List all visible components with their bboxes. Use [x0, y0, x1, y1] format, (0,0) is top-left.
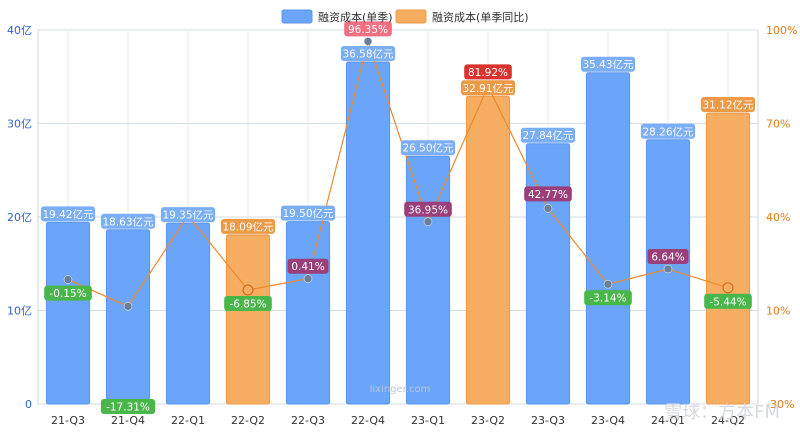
- right-axis-tick-label: 40%: [766, 211, 790, 224]
- yoy-value-label-text: 42.77%: [528, 189, 568, 201]
- yoy-value-label: -0.15%: [44, 286, 92, 301]
- right-axis-tick-label: 70%: [766, 118, 790, 131]
- bar-value-label-text: 26.50亿元: [402, 142, 454, 155]
- line-point: [664, 265, 672, 273]
- yoy-value-label-text: 81.92%: [468, 67, 508, 79]
- legend-swatch: [282, 10, 312, 23]
- bar-value-label: 26.50亿元: [401, 140, 455, 155]
- left-axis-tick-label: 40亿: [7, 24, 32, 37]
- yoy-value-label-text: 6.64%: [651, 251, 684, 263]
- bars-group: [46, 62, 749, 404]
- bar-value-label: 36.58亿元: [341, 46, 395, 61]
- bar-value-label-text: 19.50亿元: [282, 207, 334, 220]
- yoy-value-label-text: 36.95%: [408, 204, 448, 216]
- line-point: [364, 37, 372, 45]
- bar-value-label-text: 18.63亿元: [102, 215, 154, 228]
- bar: [226, 235, 269, 404]
- right-axis-tick-label: 10%: [766, 305, 790, 318]
- yoy-value-label: -17.31%: [101, 399, 155, 414]
- right-axis-tick-label: 100%: [766, 24, 797, 37]
- legend-swatch: [396, 10, 426, 23]
- left-axis-tick-label: 30亿: [7, 118, 32, 131]
- bar-value-label: 19.42亿元: [41, 206, 95, 221]
- x-axis-tick-label: 22-Q1: [171, 414, 205, 427]
- legend-item[interactable]: 融资成本(单季): [282, 10, 393, 24]
- x-axis-tick-label: 23-Q2: [471, 414, 505, 427]
- yoy-value-label: -3.14%: [584, 290, 632, 305]
- x-axis-tick-label: 23-Q4: [591, 414, 625, 427]
- bar-value-label: 35.43亿元: [581, 57, 635, 72]
- bar-value-label: 18.09亿元: [221, 219, 275, 234]
- bar-value-label-text: 18.09亿元: [222, 220, 274, 233]
- bar-value-label: 27.84亿元: [521, 128, 575, 143]
- bar: [166, 223, 209, 404]
- yoy-value-label-text: -6.85%: [229, 299, 266, 311]
- bar-value-label: 28.26亿元: [641, 124, 695, 139]
- bar-value-label-text: 35.43亿元: [582, 58, 634, 71]
- watermark-lixinger: lixinger.com: [370, 384, 431, 395]
- yoy-value-label-text: -3.14%: [589, 293, 626, 305]
- yoy-value-label-text: 0.41%: [291, 261, 324, 273]
- watermark-xueqiu: 雪球：方本FM: [664, 402, 780, 423]
- bar-value-label-text: 19.35亿元: [162, 209, 214, 222]
- x-axis-tick-label: 23-Q1: [411, 414, 445, 427]
- bar-value-label-text: 36.58亿元: [342, 47, 394, 60]
- bar: [46, 222, 89, 404]
- left-axis-tick-label: 10亿: [7, 305, 32, 318]
- line-point: [304, 275, 312, 283]
- yoy-value-label-text: 96.35%: [348, 24, 388, 36]
- bar-value-label-text: 27.84亿元: [522, 129, 574, 142]
- line-point: [604, 280, 612, 288]
- yoy-value-label: 6.64%: [648, 249, 689, 264]
- line-point: [723, 283, 733, 293]
- legend[interactable]: 融资成本(单季) 融资成本(单季同比): [282, 10, 529, 24]
- x-axis-tick-label: 22-Q3: [291, 414, 325, 427]
- legend-label: 融资成本(单季同比): [432, 10, 529, 24]
- bar-value-label: 19.35亿元: [161, 207, 215, 222]
- yoy-value-label: 81.92%: [464, 64, 512, 79]
- legend-label: 融资成本(单季): [318, 10, 393, 24]
- line-series-group: [64, 37, 733, 310]
- bar-value-label: 19.50亿元: [281, 206, 335, 221]
- bar-value-label: 32.91亿元: [461, 80, 515, 95]
- bar-value-label: 18.63亿元: [101, 214, 155, 229]
- yoy-value-label-text: -5.44%: [709, 296, 746, 308]
- bar: [346, 62, 389, 404]
- yoy-value-label: -6.85%: [224, 296, 272, 311]
- bar-value-label-text: 28.26亿元: [642, 125, 694, 138]
- bar: [526, 144, 569, 404]
- line-point: [243, 285, 253, 295]
- bar-value-label-text: 31.12亿元: [702, 99, 754, 112]
- line-point: [424, 218, 432, 226]
- x-axis-tick-label: 21-Q3: [51, 414, 85, 427]
- bar: [586, 73, 629, 404]
- legend-item[interactable]: 融资成本(单季同比): [396, 10, 529, 24]
- line-point: [64, 276, 72, 284]
- yoy-value-label-text: -0.15%: [49, 288, 86, 300]
- yoy-value-label: 36.95%: [404, 202, 452, 217]
- yoy-value-label: 0.41%: [288, 259, 329, 274]
- bar: [706, 113, 749, 404]
- yoy-value-label: 42.77%: [524, 186, 572, 201]
- bar: [466, 96, 509, 404]
- yoy-value-label: -5.44%: [704, 294, 752, 309]
- bar-value-label-text: 32.91亿元: [462, 82, 514, 95]
- bar: [406, 156, 449, 404]
- bar: [106, 230, 149, 404]
- bar: [286, 222, 329, 404]
- x-axis-tick-label: 23-Q3: [531, 414, 565, 427]
- left-axis-tick-label: 0: [25, 398, 32, 411]
- bar-value-label-text: 19.42亿元: [42, 208, 94, 221]
- bar-value-label: 31.12亿元: [701, 97, 755, 112]
- x-axis-tick-label: 21-Q4: [111, 414, 145, 427]
- line-point: [124, 302, 132, 310]
- yoy-value-label-text: -17.31%: [106, 402, 150, 414]
- x-axis-tick-label: 22-Q2: [231, 414, 265, 427]
- line-point: [544, 204, 552, 212]
- left-axis-tick-label: 20亿: [7, 211, 32, 224]
- x-axis-tick-label: 22-Q4: [351, 414, 385, 427]
